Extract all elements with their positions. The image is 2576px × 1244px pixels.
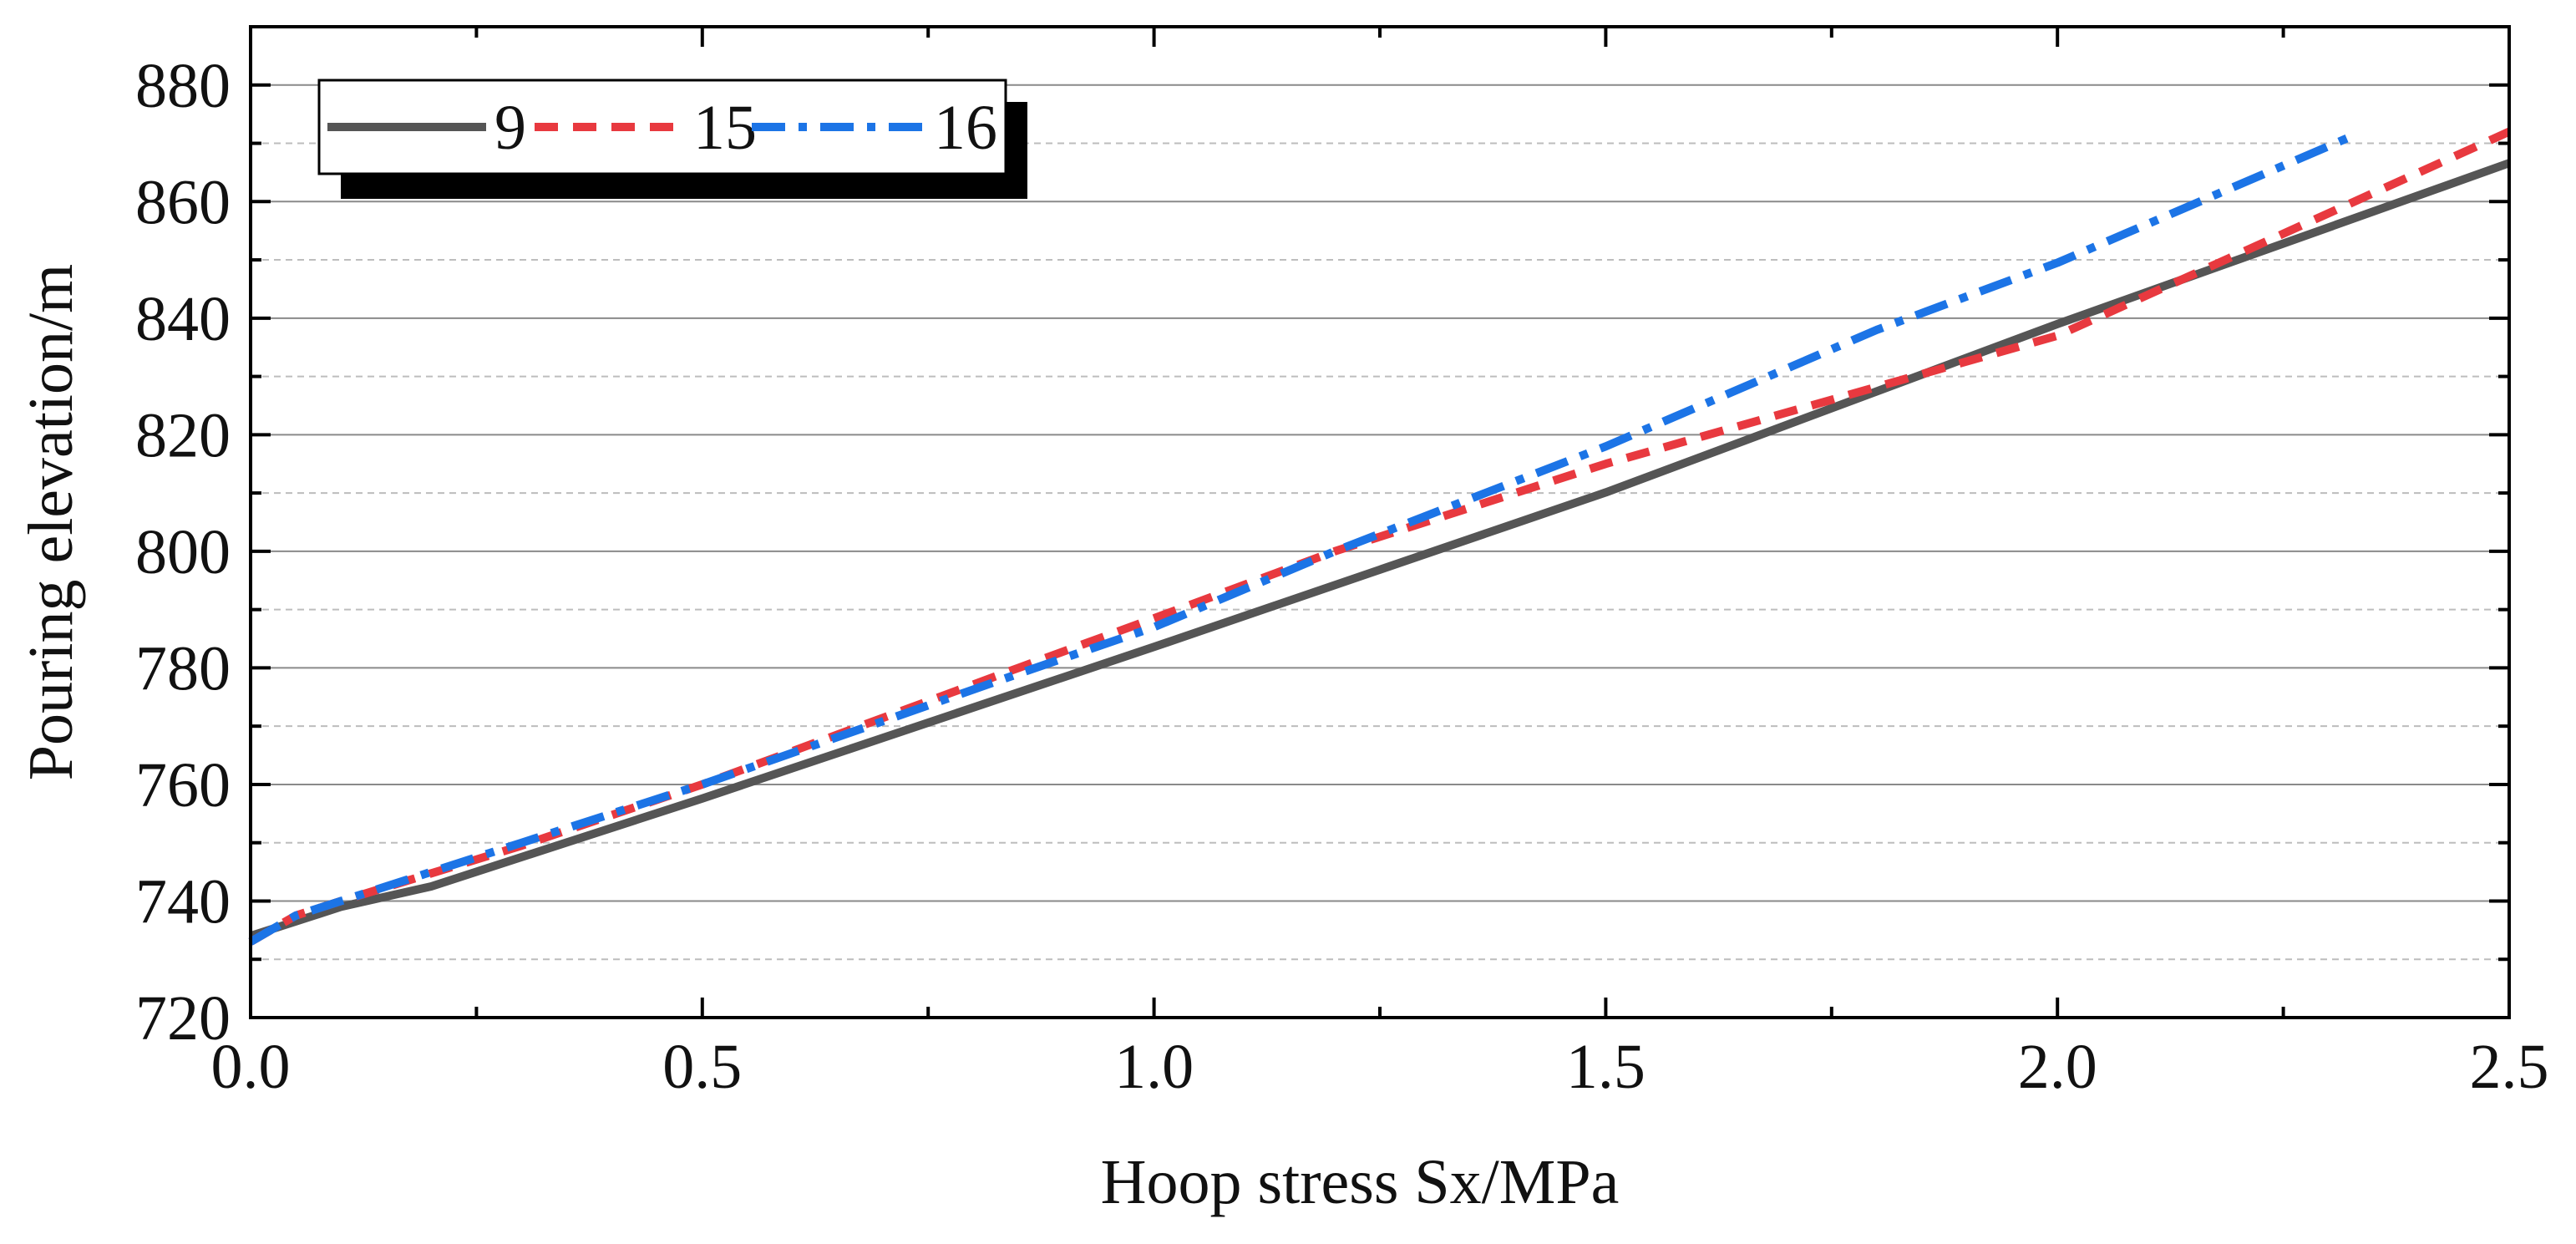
axis-labels: Hoop stress Sx/MPa Pouring elevation/m bbox=[16, 264, 1619, 1217]
x-tick-label: 0.0 bbox=[211, 1032, 291, 1102]
y-tick-label: 800 bbox=[135, 517, 231, 587]
y-axis-title: Pouring elevation/m bbox=[16, 264, 86, 780]
legend: 9 15 16 bbox=[317, 79, 1027, 199]
axis-ticks: 720 740 760 780 800 820 840 860 880 0.0 0.5 1.0 1.5 2… bbox=[135, 27, 2549, 1102]
x-tick-label: 2.5 bbox=[2470, 1032, 2549, 1102]
y-tick-label: 720 bbox=[135, 983, 231, 1054]
x-axis-title: Hoop stress Sx/MPa bbox=[1101, 1147, 1620, 1217]
series-line-16 bbox=[248, 130, 2358, 946]
x-tick-label: 2.0 bbox=[2018, 1032, 2097, 1102]
y-tick-label: 740 bbox=[135, 866, 231, 937]
x-tick-label: 1.0 bbox=[1114, 1032, 1194, 1102]
y-tick-label: 880 bbox=[135, 51, 231, 121]
legend-label: 16 bbox=[934, 93, 997, 163]
y-tick-label: 820 bbox=[135, 400, 231, 470]
y-tick-label: 760 bbox=[135, 750, 231, 820]
legend-entries: 9 15 16 bbox=[327, 93, 997, 163]
x-tick-label: 0.5 bbox=[662, 1032, 742, 1102]
y-tick-label: 780 bbox=[135, 633, 231, 703]
y-tick-label: 840 bbox=[135, 284, 231, 354]
x-tick-label: 1.5 bbox=[1566, 1032, 1645, 1102]
y-tick-label: 860 bbox=[135, 167, 231, 237]
data-series bbox=[248, 128, 2512, 946]
legend-label: 9 bbox=[494, 93, 526, 163]
legend-label: 15 bbox=[693, 93, 757, 163]
